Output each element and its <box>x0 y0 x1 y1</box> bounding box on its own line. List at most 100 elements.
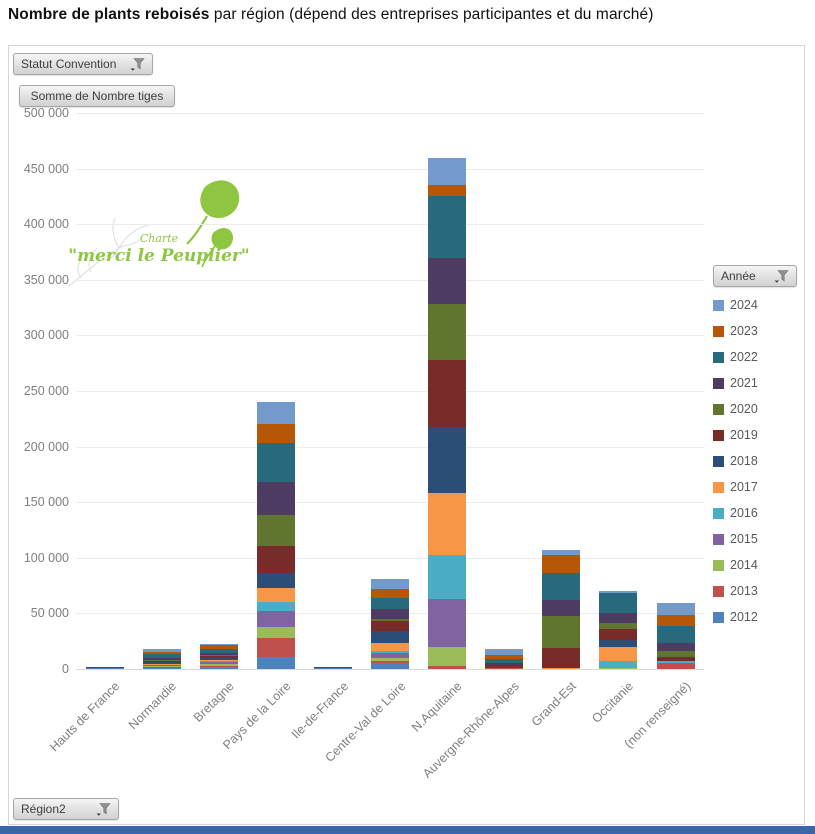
bar-segment-2019[interactable] <box>542 648 581 669</box>
bar-segment-2012[interactable] <box>85 667 124 669</box>
bar-segment-2013[interactable] <box>142 666 181 668</box>
bar-segment-2024[interactable] <box>371 579 409 590</box>
bar-segment-2024[interactable] <box>199 643 238 646</box>
legend-item-2021[interactable]: 2021 <box>713 370 758 396</box>
bar-segment-2019[interactable] <box>371 621 409 632</box>
bar-segment-2014[interactable] <box>142 665 181 667</box>
bar-segment-2018[interactable] <box>371 631 409 644</box>
bar-segment-2018[interactable] <box>199 657 238 661</box>
bar-segment-2023[interactable] <box>485 654 524 660</box>
bar-segment-2017[interactable] <box>599 646 638 662</box>
bar-segment-2012[interactable] <box>371 663 409 669</box>
axis-field-button-region2[interactable]: Région2 <box>13 798 119 820</box>
bar-segment-2017[interactable] <box>371 643 409 652</box>
value-field-button[interactable]: Somme de Nombre tiges <box>19 85 175 107</box>
bar-segment-2019[interactable] <box>428 359 467 427</box>
bar-segment-2013[interactable] <box>485 667 524 669</box>
bar-segment-2013[interactable] <box>256 637 295 657</box>
bar-segment-2023[interactable] <box>542 555 581 573</box>
legend-item-2013[interactable]: 2013 <box>713 578 758 604</box>
bar-segment-2023[interactable] <box>428 185 467 197</box>
bar-segment-2021[interactable] <box>656 643 695 652</box>
bar-segment-2019[interactable] <box>199 656 238 658</box>
bar-segment-2015[interactable] <box>199 661 238 665</box>
bar-segment-2020[interactable] <box>256 514 295 546</box>
bar-segment-2024[interactable] <box>428 157 467 186</box>
legend-item-2019[interactable]: 2019 <box>713 422 758 448</box>
legend-item-2022[interactable]: 2022 <box>713 344 758 370</box>
bar-segment-2015[interactable] <box>428 598 467 647</box>
bar-segment-2018[interactable] <box>599 640 638 647</box>
bar-segment-2024[interactable] <box>656 603 695 615</box>
bar-segment-2022[interactable] <box>428 196 467 258</box>
bar-segment-2018[interactable] <box>256 573 295 588</box>
bar-segment-2016[interactable] <box>599 661 638 668</box>
bar-segment-2019[interactable] <box>256 545 295 574</box>
bar-segment-2022[interactable] <box>199 649 238 653</box>
legend-item-2024[interactable]: 2024 <box>713 292 758 318</box>
legend-item-2014[interactable]: 2014 <box>713 552 758 578</box>
bar-segment-2017[interactable] <box>199 660 238 662</box>
bar-segment-2020[interactable] <box>542 616 581 649</box>
bar-segment-2016[interactable] <box>371 651 409 654</box>
bar-segment-2019[interactable] <box>142 661 181 663</box>
bar-segment-2020[interactable] <box>656 651 695 657</box>
bar-segment-2018[interactable] <box>85 666 124 668</box>
bar-segment-2021[interactable] <box>256 482 295 515</box>
bar-segment-2021[interactable] <box>199 652 238 656</box>
bar-segment-2014[interactable] <box>256 626 295 638</box>
bar-segment-2013[interactable] <box>656 663 695 669</box>
bar-segment-2015[interactable] <box>142 665 181 666</box>
bar-segment-2024[interactable] <box>599 591 638 594</box>
bar-segment-2014[interactable] <box>371 657 409 662</box>
bar-segment-2022[interactable] <box>371 597 409 610</box>
bar-segment-2018[interactable] <box>313 666 352 669</box>
bar-segment-2021[interactable] <box>599 613 638 624</box>
legend-item-2020[interactable]: 2020 <box>713 396 758 422</box>
bar-segment-2024[interactable] <box>142 649 181 652</box>
bar-segment-2016[interactable] <box>256 602 295 612</box>
legend-item-2012[interactable]: 2012 <box>713 604 758 630</box>
bar-segment-2018[interactable] <box>142 662 181 665</box>
bar-segment-2017[interactable] <box>428 493 467 555</box>
bar-segment-2022[interactable] <box>142 653 181 658</box>
bar-segment-2012[interactable] <box>199 667 238 669</box>
bar-segment-2021[interactable] <box>542 599 581 617</box>
bar-segment-2020[interactable] <box>371 619 409 622</box>
bar-segment-2022[interactable] <box>485 659 524 664</box>
bar-segment-2016[interactable] <box>142 664 181 666</box>
bar-segment-2013[interactable] <box>199 665 238 668</box>
bar-segment-2014[interactable] <box>199 664 238 666</box>
bar-segment-2020[interactable] <box>142 660 181 662</box>
bar-segment-2021[interactable] <box>371 609 409 620</box>
filter-button-statut-convention[interactable]: Statut Convention <box>13 53 153 75</box>
bar-segment-2020[interactable] <box>428 304 467 360</box>
bar-segment-2023[interactable] <box>256 424 295 444</box>
bar-segment-2015[interactable] <box>371 653 409 658</box>
bar-segment-2024[interactable] <box>256 402 295 425</box>
bar-segment-2023[interactable] <box>371 589 409 598</box>
bar-segment-2017[interactable] <box>256 587 295 603</box>
bar-segment-2018[interactable] <box>485 666 524 668</box>
bar-segment-2013[interactable] <box>428 665 467 669</box>
legend-field-button-annee[interactable]: Année <box>713 265 797 287</box>
bar-segment-2022[interactable] <box>256 443 295 483</box>
bar-segment-2023[interactable] <box>199 645 238 650</box>
bar-segment-2021[interactable] <box>485 663 524 666</box>
bar-segment-2016[interactable] <box>656 661 695 664</box>
bar-segment-2017[interactable] <box>142 664 181 665</box>
bar-segment-2014[interactable] <box>428 646 467 666</box>
bar-segment-2022[interactable] <box>599 593 638 614</box>
bar-segment-2020[interactable] <box>599 623 638 630</box>
bar-segment-2024[interactable] <box>542 549 581 556</box>
bar-segment-2019[interactable] <box>656 656 695 662</box>
bar-segment-2016[interactable] <box>428 554 467 599</box>
bar-segment-2017[interactable] <box>542 668 581 669</box>
bar-segment-2023[interactable] <box>656 614 695 626</box>
bar-segment-2012[interactable] <box>256 656 295 669</box>
bar-segment-2013[interactable] <box>371 661 409 664</box>
legend-item-2018[interactable]: 2018 <box>713 448 758 474</box>
bar-segment-2020[interactable] <box>199 655 238 657</box>
bar-segment-2019[interactable] <box>599 629 638 641</box>
bar-segment-2023[interactable] <box>142 651 181 654</box>
